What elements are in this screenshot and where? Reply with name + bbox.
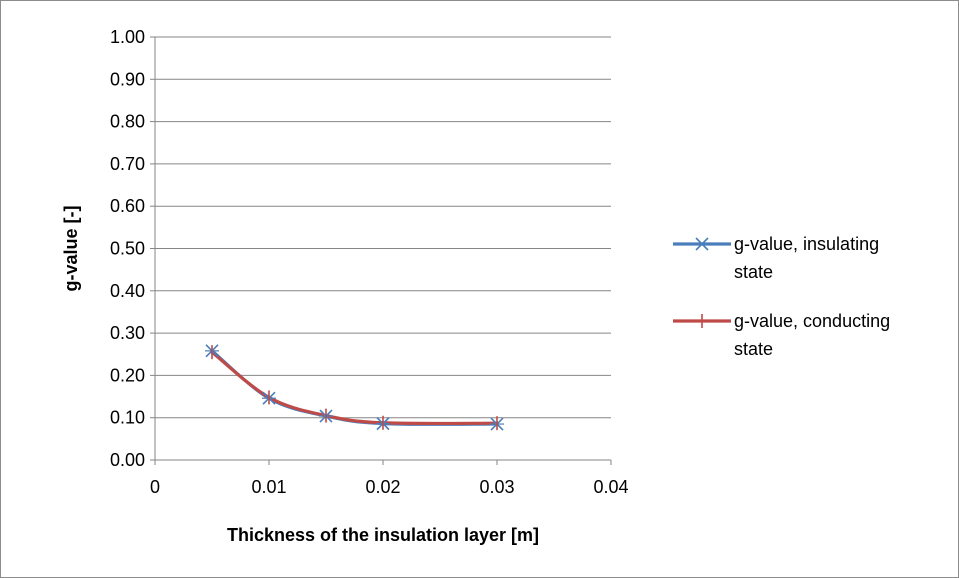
y-tick-label: 1.00 xyxy=(110,27,145,47)
x-tick-label: 0.02 xyxy=(365,477,400,497)
x-tick-label: 0 xyxy=(150,477,160,497)
y-tick-label: 0.80 xyxy=(110,112,145,132)
series-line-2 xyxy=(210,350,499,426)
legend-label: g-value, insulating xyxy=(734,234,879,254)
y-tick-label: 0.20 xyxy=(110,365,145,385)
series-lines xyxy=(210,349,499,426)
series-markers xyxy=(205,344,504,431)
y-axis-title: g-value [-] xyxy=(61,205,81,291)
y-tick-label: 0.10 xyxy=(110,408,145,428)
x-tick-labels: 0 0.01 0.02 0.03 0.04 xyxy=(150,477,629,497)
y-tick-label: 0.60 xyxy=(110,196,145,216)
y-tick-label: 0.70 xyxy=(110,154,145,174)
y-tick-label: 0.00 xyxy=(110,450,145,470)
x-tick-label: 0.04 xyxy=(593,477,628,497)
legend-item: g-value, conducting state xyxy=(673,311,890,359)
x-tick-label: 0.03 xyxy=(479,477,514,497)
legend-item: g-value, insulating state xyxy=(673,234,879,282)
x-axis-title: Thickness of the insulation layer [m] xyxy=(227,525,539,545)
legend-label: state xyxy=(734,339,773,359)
legend-label: state xyxy=(734,262,773,282)
y-tick-labels: 0.00 0.10 0.20 0.30 0.40 0.50 0.60 0.70 0.80 0.90… xyxy=(110,27,145,470)
legend-label: g-value, conducting xyxy=(734,311,890,331)
legend-swatch-marker xyxy=(695,237,709,251)
axes xyxy=(150,36,612,465)
x-tick-label: 0.01 xyxy=(251,477,286,497)
y-tick-label: 0.50 xyxy=(110,239,145,259)
gridlines xyxy=(155,36,611,419)
y-tick-label: 0.40 xyxy=(110,281,145,301)
y-tick-label: 0.30 xyxy=(110,323,145,343)
y-tick-label: 0.90 xyxy=(110,69,145,89)
